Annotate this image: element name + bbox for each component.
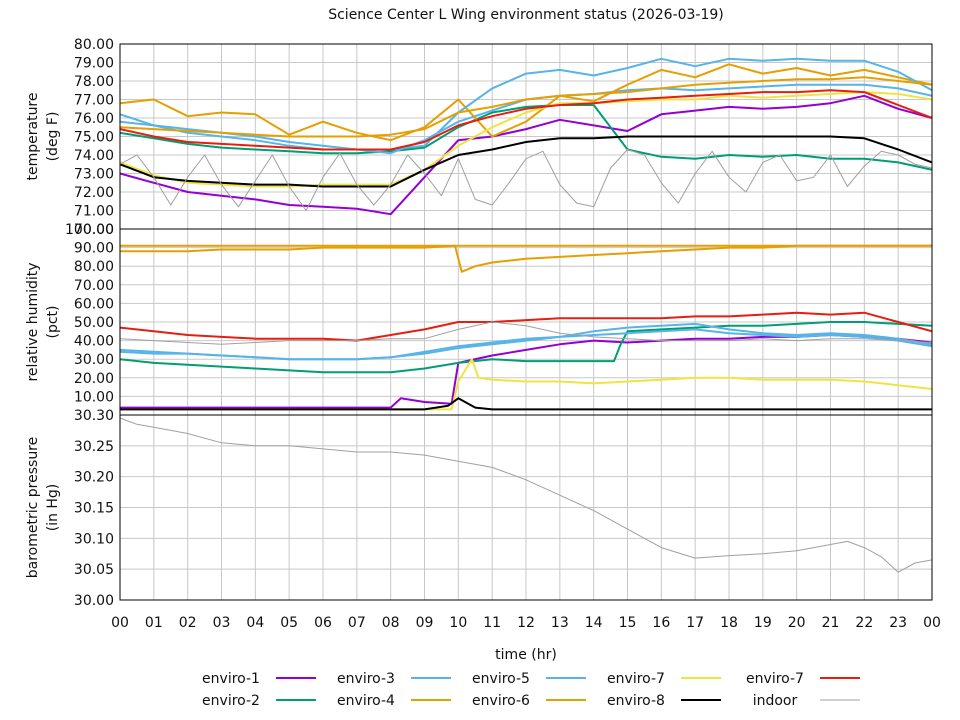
- y-tick-label: 72.00: [74, 185, 114, 201]
- x-tick-label: 09: [416, 615, 434, 631]
- y-tick-label: 30.00: [74, 593, 114, 609]
- y-tick-label: 30.15: [74, 501, 114, 517]
- series-line-enviro-6: [120, 76, 932, 138]
- y-tick-label: 74.00: [74, 148, 114, 164]
- y-tick-label: 79.00: [74, 56, 114, 72]
- series-line-enviro-7: [120, 311, 932, 342]
- x-tick-label: 14: [585, 615, 603, 631]
- x-tick-label: 08: [382, 615, 400, 631]
- x-tick-label: 20: [788, 615, 806, 631]
- y-axis-label-line: (pct): [45, 306, 61, 339]
- legend-label: enviro-1: [202, 671, 260, 687]
- series-line-indoor: [120, 321, 932, 345]
- x-tick-label: 10: [449, 615, 467, 631]
- series-line-enviro-8: [120, 135, 932, 188]
- x-tick-label: 02: [179, 615, 197, 631]
- panel-frame: [119, 414, 933, 601]
- x-tick-label: 19: [754, 615, 772, 631]
- panel-2: 10.00 20.00 30.00 40.00 50.00 60.00 70.00 80.00…: [25, 222, 933, 416]
- x-tick-label: 07: [348, 615, 366, 631]
- x-tick-label: 11: [483, 615, 501, 631]
- y-tick-label: 70.00: [74, 278, 114, 294]
- chart-title: Science Center L Wing environment status…: [328, 7, 724, 23]
- y-axis-label: barometric pressure (in Hg): [25, 437, 61, 578]
- chart-panels: 70.00 71.00 72.00 73.00 74.00 75.00 76.00 77.00…: [25, 37, 941, 631]
- x-tick-label: 23: [889, 615, 907, 631]
- y-tick-label: 77.00: [74, 93, 114, 109]
- x-tick-label: 16: [652, 615, 670, 631]
- x-tick-label: 17: [686, 615, 704, 631]
- x-tick-label: 06: [314, 615, 332, 631]
- series-line-enviro-5: [120, 328, 932, 361]
- legend-label: enviro-6: [472, 693, 530, 709]
- series-line-enviro-4: [120, 63, 932, 142]
- x-tick-label: 03: [213, 615, 231, 631]
- series-line-enviro-8: [120, 397, 932, 411]
- x-tick-label: 21: [822, 615, 840, 631]
- series-line-enviro-1: [120, 94, 932, 216]
- y-tick-label: 80.00: [74, 259, 114, 275]
- x-tick-label: 00: [111, 615, 129, 631]
- y-tick-label: 40.00: [74, 334, 114, 350]
- y-tick-label: 90.00: [74, 241, 114, 257]
- legend-label: enviro-7: [746, 671, 804, 687]
- series-line-enviro-7: [120, 91, 932, 188]
- y-tick-label: 80.00: [74, 37, 114, 53]
- y-tick-label: 30.10: [74, 531, 114, 547]
- y-tick-label: 20.00: [74, 371, 114, 387]
- y-tick-label: 76.00: [74, 111, 114, 127]
- x-tick-label: 18: [720, 615, 738, 631]
- legend-label: enviro-4: [337, 693, 395, 709]
- x-tick-label: 05: [280, 615, 298, 631]
- y-tick-label: 30.05: [74, 562, 114, 578]
- y-tick-label: 70.00: [74, 222, 114, 238]
- legend-label: enviro-5: [472, 671, 530, 687]
- y-tick-label: 60.00: [74, 296, 114, 312]
- x-tick-label: 12: [517, 615, 535, 631]
- y-tick-label: 30.00: [74, 352, 114, 368]
- y-axis-label-line: (deg F): [45, 112, 61, 162]
- legend-label: enviro-3: [337, 671, 395, 687]
- y-tick-label: 50.00: [74, 315, 114, 331]
- y-tick-label: 100.00: [65, 222, 114, 238]
- legend-label: enviro-2: [202, 693, 260, 709]
- y-axis-label-line: temperature: [25, 93, 41, 181]
- x-tick-label: 15: [619, 615, 637, 631]
- y-axis-label-line: (in Hg): [45, 484, 61, 532]
- legend-label: indoor: [753, 693, 798, 709]
- legend-label: enviro-7: [607, 671, 665, 687]
- y-axis-label: relative humidity (pct): [25, 262, 61, 381]
- y-tick-label: 30.25: [74, 439, 114, 455]
- y-tick-label: 73.00: [74, 167, 114, 183]
- series-line-enviro-2: [120, 104, 932, 171]
- panel-3: 30.00 30.05 30.10 30.15 30.20 30.25 30.30 barom…: [25, 408, 933, 609]
- x-tick-label: 04: [246, 615, 264, 631]
- y-axis-label-line: relative humidity: [25, 262, 41, 381]
- series-line-indoor: [120, 149, 932, 211]
- y-tick-label: 75.00: [74, 130, 114, 146]
- y-tick-label: 30.30: [74, 408, 114, 424]
- x-tick-label: 22: [855, 615, 873, 631]
- series-line-enviro-5: [120, 57, 932, 151]
- legend-label: enviro-8: [607, 693, 665, 709]
- x-tick-label: 00: [923, 615, 941, 631]
- y-axis-label-line: barometric pressure: [25, 437, 41, 578]
- x-tick-label: 13: [551, 615, 569, 631]
- series-line-enviro-2: [120, 321, 932, 374]
- x-axis-label: time (hr): [495, 647, 557, 663]
- chart-legend: enviro-1 enviro-2 enviro-3 enviro-4 enviro-5…: [202, 671, 860, 709]
- y-tick-label: 78.00: [74, 74, 114, 90]
- series-line-enviro-7: [120, 89, 932, 151]
- y-tick-label: 10.00: [74, 389, 114, 405]
- series-line-indoor: [120, 417, 932, 573]
- y-tick-label: 71.00: [74, 204, 114, 220]
- panel-1: 70.00 71.00 72.00 73.00 74.00 75.00 76.00 77.00…: [25, 37, 933, 238]
- x-tick-label: 01: [145, 615, 163, 631]
- y-tick-label: 30.20: [74, 470, 114, 486]
- y-axis-label: temperature (deg F): [25, 93, 61, 181]
